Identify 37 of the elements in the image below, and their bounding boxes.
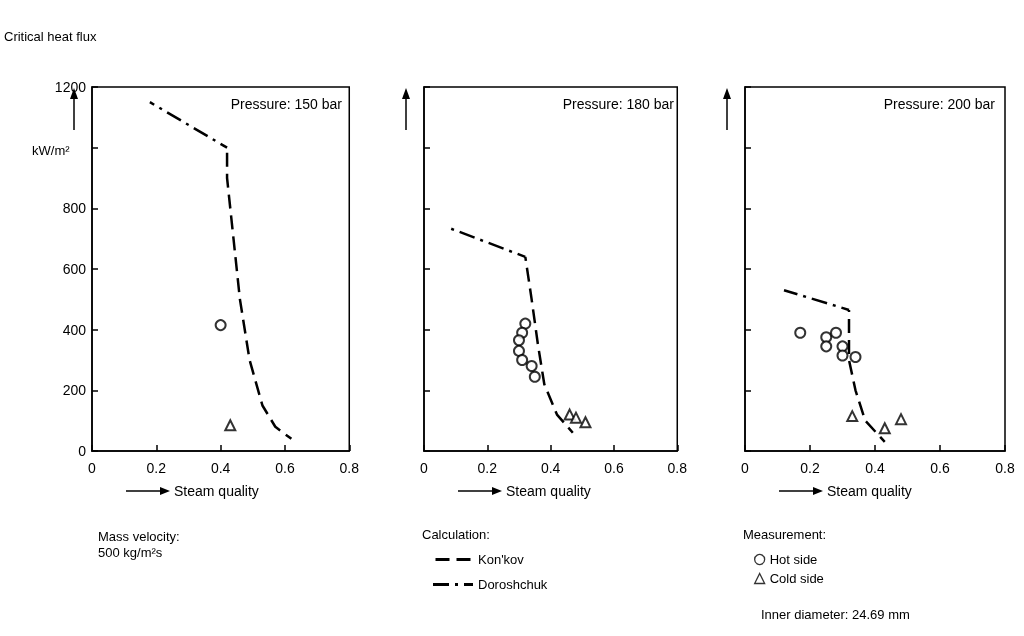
legend-label: Doroshchuk <box>478 577 548 592</box>
legend-label: Cold side <box>769 571 824 586</box>
y-tick-label: 0 <box>78 443 87 459</box>
text: Pressure: 180 bar <box>562 96 675 112</box>
y-axis-title: Critical heat flux <box>4 29 97 44</box>
x-axis-title: Steam quality <box>174 483 259 499</box>
x-tick-label: 0 <box>420 460 429 476</box>
y-tick-label: 1200 <box>54 79 87 95</box>
x-tick-label: 0 <box>741 460 750 476</box>
legend-title: Calculation: <box>422 527 490 542</box>
legend-label: Kon'kov <box>478 552 525 567</box>
x-tick-label: 0.4 <box>540 460 561 476</box>
y-tick-label: 400 <box>62 321 87 338</box>
x-tick-label: 0.2 <box>477 460 498 476</box>
x-tick-label: 0 <box>88 460 97 476</box>
y-tick-label: 800 <box>62 200 87 217</box>
legend-label: Hot side <box>769 552 818 567</box>
x-tick-label: 0.8 <box>339 460 360 476</box>
x-tick-label: 0.6 <box>930 460 950 476</box>
x-axis-title: Steam quality <box>506 483 591 499</box>
x-tick-label: 0.6 <box>604 460 624 476</box>
text: Inner diameter: 24.69 mm <box>761 606 910 622</box>
y-tick-label: 600 <box>62 261 87 277</box>
text: kW/m² <box>32 142 71 158</box>
y-tick-label: 200 <box>62 382 87 399</box>
x-tick-label: 0.8 <box>995 460 1015 476</box>
x-tick-label: 0.2 <box>800 460 820 476</box>
text: Mass velocity: 500 kg/m²s <box>98 528 180 560</box>
text: Pressure: 150 bar <box>230 96 343 112</box>
x-axis-title: Steam quality <box>827 483 912 499</box>
legend-title: Measurement: <box>743 527 827 542</box>
x-tick-label: 0.4 <box>210 460 231 476</box>
text: Pressure: 200 bar <box>883 96 996 112</box>
x-tick-label: 0.8 <box>667 460 688 476</box>
x-tick-label: 0.2 <box>146 460 167 476</box>
x-tick-label: 0.6 <box>275 460 295 476</box>
x-tick-label: 0.4 <box>865 460 885 476</box>
